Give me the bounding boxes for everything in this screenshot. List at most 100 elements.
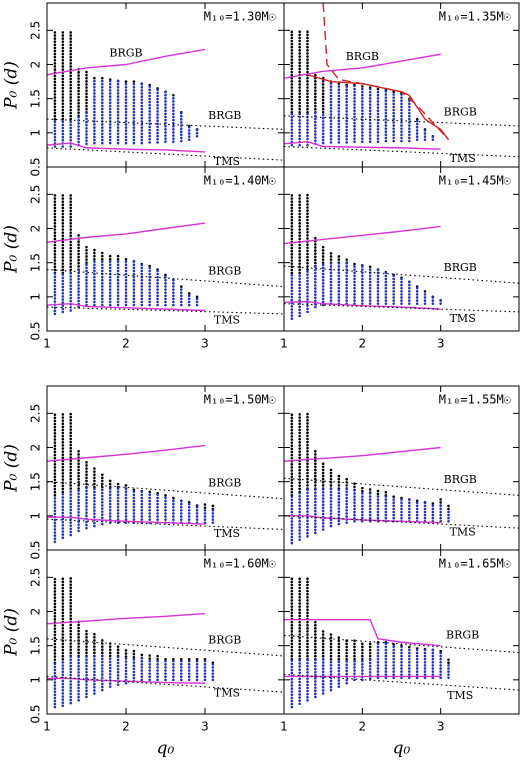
curve <box>284 53 441 79</box>
x-tick-label: 1 <box>280 720 288 734</box>
y-tick-label: 2.5 <box>29 404 43 423</box>
curve <box>47 481 284 500</box>
y-tick-label: 2 <box>29 444 43 452</box>
y-axis-label: P₀ (d) <box>2 225 22 274</box>
x-tick-label: 1 <box>43 337 51 351</box>
line-label: TMS <box>214 686 240 699</box>
y-tick-label: 2.5 <box>29 185 43 204</box>
panel-title: M₁₀=1.65M☉ <box>439 557 511 571</box>
y-tick-label: 0.5 <box>29 704 43 723</box>
frame <box>46 549 285 715</box>
panel-title: M₁₀=1.35M☉ <box>439 10 511 24</box>
frame <box>283 2 520 168</box>
curve <box>284 300 441 310</box>
line-label: TMS <box>214 527 240 540</box>
curve <box>47 268 284 288</box>
y-tick-label: 0.5 <box>29 540 43 559</box>
frame <box>283 166 520 332</box>
x-tick-label: 3 <box>437 337 445 351</box>
panel: BRGB TMS 1 2 3 M₁₀=1.65M☉ q₀ <box>280 549 520 759</box>
line-label: TMS <box>214 155 240 168</box>
curve <box>47 444 206 462</box>
x-tick-label: 2 <box>122 337 130 351</box>
curve <box>47 142 206 153</box>
frame <box>283 549 520 715</box>
line-label: BRGB <box>444 105 477 118</box>
y-tick-label: 1.5 <box>29 636 43 655</box>
curve <box>47 612 206 625</box>
y-axis-label: P₀ (d) <box>2 61 22 110</box>
curve <box>47 48 206 76</box>
y-axis-label: P₀ (d) <box>2 444 22 493</box>
panel: TMS BRGB 0.5 1 1.5 2 2.5 M₁₀=1.50M☉ P₀ (d) <box>2 385 285 560</box>
x-tick-label: 3 <box>201 337 209 351</box>
plot-area <box>284 3 519 158</box>
panel: TMS BRGB M₁₀=1.55M☉ <box>283 385 520 551</box>
curve <box>284 145 519 158</box>
curve <box>284 619 441 647</box>
line-label: BRGB <box>208 109 241 122</box>
line-label: TMS <box>447 689 473 702</box>
curve <box>47 302 206 312</box>
y-tick-label: 1 <box>29 129 43 137</box>
panel-title: M₁₀=1.50M☉ <box>204 393 276 407</box>
x-tick-label: 1 <box>280 337 288 351</box>
curve <box>284 515 519 529</box>
panel-title: M₁₀=1.30M☉ <box>204 10 276 24</box>
line-label: BRGB <box>346 50 379 63</box>
curve <box>47 516 206 525</box>
curve <box>322 3 450 141</box>
y-tick-label: 1 <box>29 293 43 301</box>
y-tick-label: 2 <box>29 61 43 69</box>
line-label: BRGB <box>444 261 477 274</box>
line-label: BRGB <box>109 47 142 60</box>
panel: BRGB TMS BRGB M₁₀=1.35M☉ <box>283 2 520 168</box>
curve <box>47 638 284 657</box>
x-tick-label: 1 <box>43 720 51 734</box>
curve <box>284 141 441 150</box>
plot-area <box>47 29 284 161</box>
y-tick-label: 1 <box>29 512 43 520</box>
curve <box>284 446 441 462</box>
x-tick-label: 2 <box>359 720 367 734</box>
y-tick-label: 1.5 <box>29 253 43 272</box>
curve <box>284 673 519 691</box>
y-tick-label: 0.5 <box>29 321 43 340</box>
plot-area <box>284 193 519 321</box>
curve <box>284 265 519 284</box>
y-tick-label: 2.5 <box>29 568 43 587</box>
x-axis-label: q₀ <box>393 739 411 759</box>
curve <box>47 222 206 243</box>
frame <box>283 385 520 551</box>
y-axis-label: P₀ (d) <box>2 608 22 657</box>
y-tick-label: 0.5 <box>29 157 43 176</box>
y-tick-label: 1.5 <box>29 472 43 491</box>
line-label: BRGB <box>208 476 241 489</box>
x-tick-label: 3 <box>437 720 445 734</box>
plot-area <box>284 412 519 545</box>
x-tick-label: 2 <box>359 337 367 351</box>
line-label: TMS <box>214 314 240 327</box>
x-tick-label: 3 <box>201 720 209 734</box>
y-tick-label: 1 <box>29 676 43 684</box>
curve <box>47 306 284 315</box>
plot-area <box>47 412 284 544</box>
curve <box>284 225 441 245</box>
plot-area <box>47 576 284 709</box>
curve <box>284 303 519 313</box>
line-label: BRGB <box>208 264 241 277</box>
y-tick-label: 2.5 <box>29 21 43 40</box>
curve <box>284 115 519 127</box>
panel: BRGB TMS BRGB 0.5 1 1.5 2 2.5 M₁₀=1.30M☉ P₀ (d) <box>2 2 285 177</box>
line-label: BRGB <box>208 634 241 647</box>
x-axis-label: q₀ <box>157 739 175 759</box>
panel: TMS BRGB 1 2 3 M₁₀=1.45M☉ <box>280 166 520 351</box>
line-label: BRGB <box>446 629 479 642</box>
line-label: BRGB <box>444 473 477 486</box>
curve <box>307 74 450 141</box>
plot-area <box>284 576 519 709</box>
line-label: TMS <box>450 526 476 539</box>
